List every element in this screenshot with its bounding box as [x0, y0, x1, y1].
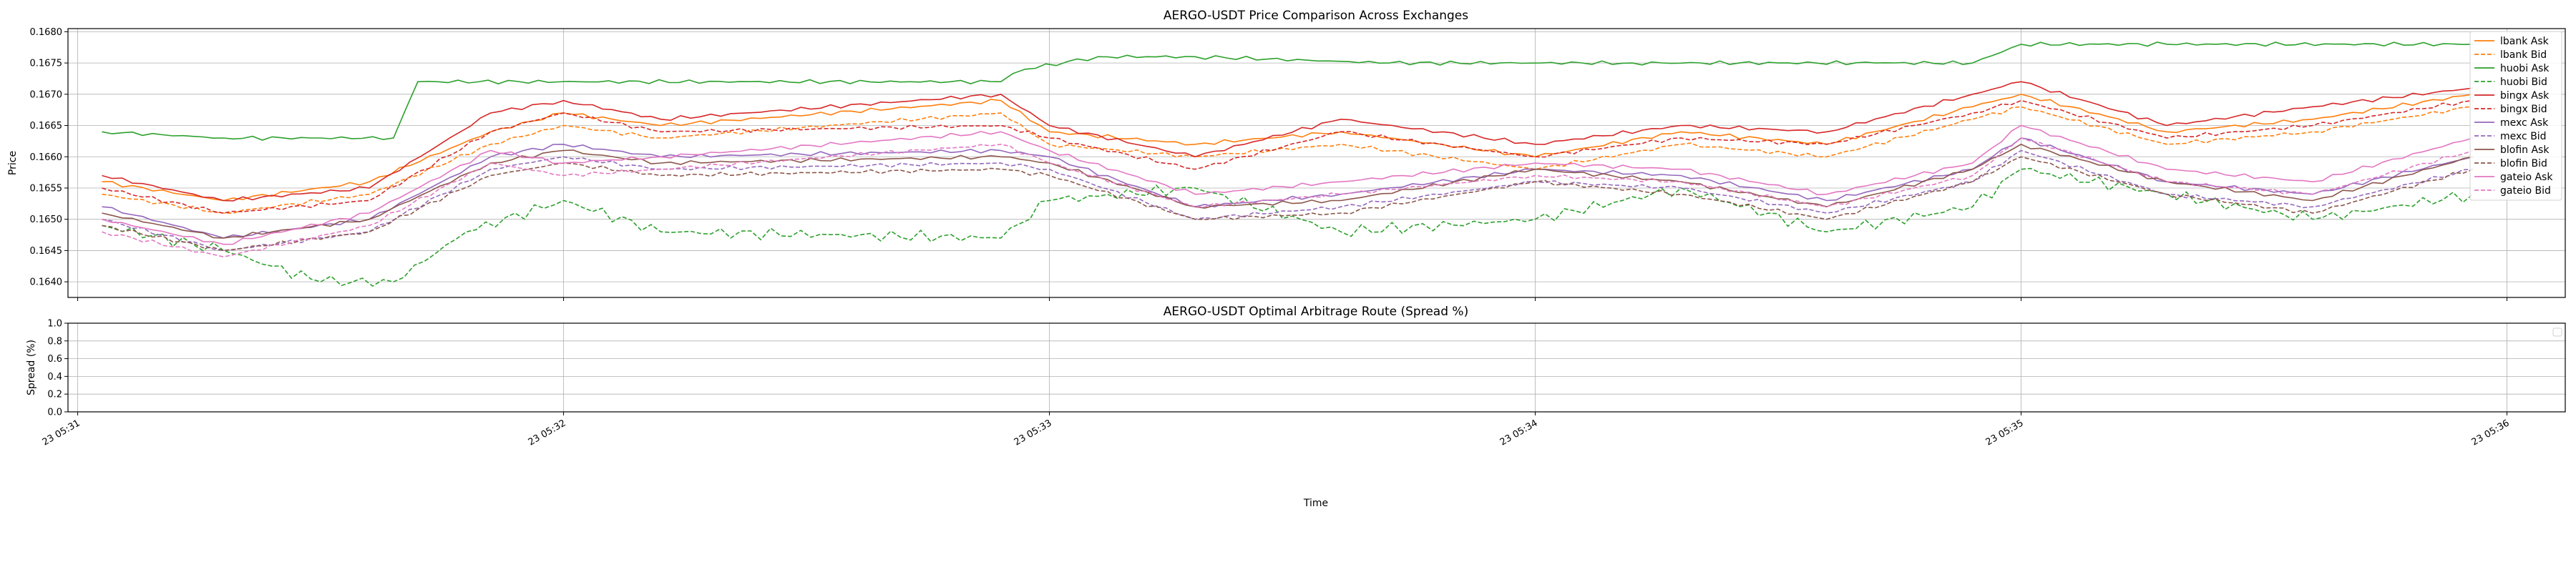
series-line-bingx-bid	[102, 99, 2474, 214]
y-tick-label: 0.1650	[30, 214, 63, 225]
spread-chart: AERGO-USDT Optimal Arbitrage Route (Spre…	[26, 305, 2566, 509]
price-chart-legend: lbank Ask lbank Bid huobi Ask huobi Bid bing…	[2469, 31, 2562, 201]
y-tick-label: 0.1670	[30, 89, 63, 100]
price-chart-frame	[67, 28, 2566, 298]
series-line-huobi-ask	[102, 41, 2474, 141]
y-tick-label: 0.1680	[30, 27, 63, 38]
y-tick-label: 0.0	[47, 408, 62, 418]
price-chart-grid	[68, 29, 2565, 297]
y-tick-label: 0.8	[47, 336, 62, 347]
x-tick-label: 23 05:32	[527, 418, 568, 448]
price-chart: AERGO-USDT Price Comparison Across Excha…	[7, 9, 2566, 301]
legend-label: lbank Ask	[2500, 36, 2550, 47]
x-tick-label: 23 05:33	[1013, 418, 1054, 448]
spread-chart-legend-box	[2552, 327, 2562, 337]
spread-chart-x-label: Time	[1303, 498, 1328, 509]
spread-chart-frame	[67, 322, 2566, 413]
series-line-gateio-ask	[102, 124, 2474, 245]
price-chart-x-ticks	[77, 297, 2508, 301]
spread-chart-y-ticks: 0.0 0.2 0.4 0.6 0.8 1.0	[47, 319, 68, 418]
series-line-mexc-bid	[102, 149, 2474, 252]
x-tick-label: 23 05:36	[2470, 418, 2512, 448]
y-tick-label: 0.1660	[30, 152, 63, 163]
spread-chart-title: AERGO-USDT Optimal Arbitrage Route (Spre…	[1163, 305, 1468, 319]
legend-label: blofin Ask	[2500, 144, 2550, 156]
x-tick-label: 23 05:34	[1498, 418, 1540, 448]
y-tick-label: 0.4	[47, 372, 62, 383]
y-tick-label: 1.0	[47, 319, 62, 330]
spread-chart-x-ticks: 23 05:31 23 05:32 23 05:33 23 05:34 23 05:35…	[41, 412, 2512, 448]
price-chart-y-ticks: 0.1640 0.1645 0.1650 0.1655 0.1660 0.1665 0.16…	[30, 27, 68, 288]
series-line-lbank-bid	[102, 106, 2474, 214]
series-line-huobi-bid	[102, 167, 2474, 287]
series-line-blofin-ask	[102, 143, 2474, 239]
y-tick-label: 0.1675	[30, 59, 63, 69]
legend-label: bingx Bid	[2500, 104, 2547, 115]
y-tick-label: 0.2	[47, 390, 62, 400]
legend-label: bingx Ask	[2500, 90, 2550, 102]
legend-label: blofin Bid	[2500, 158, 2547, 169]
price-chart-series	[102, 41, 2474, 287]
y-tick-label: 0.1665	[30, 121, 63, 132]
legend-label: lbank Bid	[2500, 49, 2547, 61]
y-tick-label: 0.1645	[30, 246, 63, 257]
x-tick-label: 23 05:35	[1984, 418, 2026, 448]
series-line-bingx-ask	[102, 81, 2474, 202]
x-tick-label: 23 05:31	[41, 418, 82, 448]
y-tick-label: 0.6	[47, 354, 62, 365]
price-chart-title: AERGO-USDT Price Comparison Across Excha…	[1163, 9, 1468, 23]
series-line-gateio-bid	[102, 137, 2474, 258]
spread-chart-grid	[68, 322, 2565, 413]
legend-label: mexc Bid	[2500, 131, 2547, 142]
price-chart-y-label: Price	[7, 151, 19, 175]
legend-label: huobi Ask	[2500, 63, 2550, 74]
legend-label: huobi Bid	[2500, 77, 2547, 88]
series-line-blofin-bid	[102, 156, 2474, 252]
legend-label: mexc Ask	[2500, 117, 2549, 129]
legend-label: gateio Bid	[2500, 185, 2551, 197]
legend-label: gateio Ask	[2500, 172, 2553, 183]
y-tick-label: 0.1640	[30, 277, 63, 288]
y-tick-label: 0.1655	[30, 183, 63, 194]
legend-frame	[2469, 31, 2562, 201]
spread-chart-y-label: Spread (%)	[26, 340, 37, 395]
